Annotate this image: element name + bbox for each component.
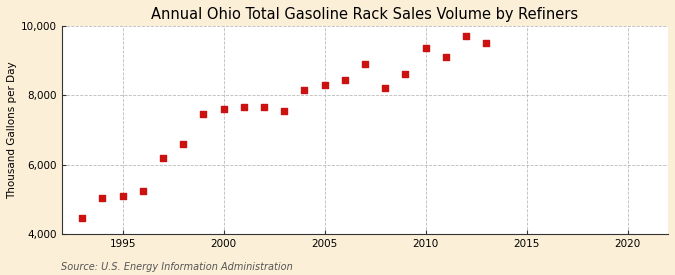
- Point: [299, 88, 310, 92]
- Point: [481, 41, 491, 45]
- Point: [157, 155, 168, 160]
- Title: Annual Ohio Total Gasoline Rack Sales Volume by Refiners: Annual Ohio Total Gasoline Rack Sales Vo…: [151, 7, 578, 22]
- Point: [97, 195, 108, 200]
- Point: [77, 216, 88, 221]
- Point: [340, 78, 350, 82]
- Point: [279, 109, 290, 113]
- Point: [421, 46, 431, 51]
- Point: [218, 107, 229, 111]
- Point: [360, 62, 371, 66]
- Point: [178, 142, 188, 146]
- Point: [238, 105, 249, 109]
- Point: [319, 83, 330, 87]
- Y-axis label: Thousand Gallons per Day: Thousand Gallons per Day: [7, 61, 17, 199]
- Text: Source: U.S. Energy Information Administration: Source: U.S. Energy Information Administ…: [61, 262, 292, 272]
- Point: [400, 72, 411, 77]
- Point: [117, 194, 128, 198]
- Point: [198, 112, 209, 117]
- Point: [138, 188, 148, 193]
- Point: [380, 86, 391, 90]
- Point: [440, 55, 451, 59]
- Point: [460, 34, 471, 39]
- Point: [259, 105, 269, 109]
